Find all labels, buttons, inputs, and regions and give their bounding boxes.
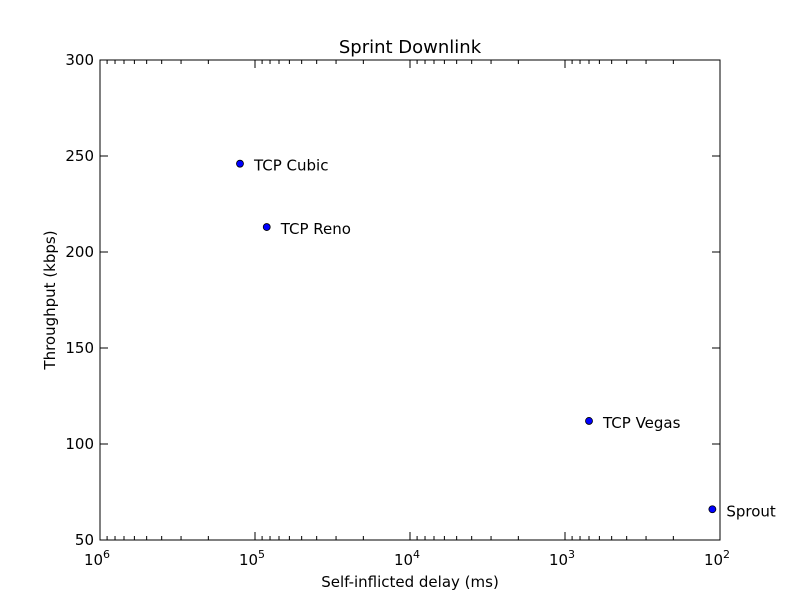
x-tick-label: 104	[394, 548, 420, 569]
y-tick-labels: 50 100 150 200 250 300	[65, 51, 94, 549]
y-tick-label: 250	[65, 147, 94, 165]
y-tick-label: 100	[65, 435, 94, 453]
x-tick-label: 105	[239, 548, 265, 569]
point-label: Sprout	[726, 502, 776, 520]
x-tick-label: 103	[549, 548, 575, 569]
y-tick-label: 150	[65, 339, 94, 357]
x-tick-labels: 106 105 104 103 102	[84, 548, 730, 569]
x-tick-label: 106	[84, 548, 110, 569]
scatter-point	[262, 223, 271, 231]
data-points: TCP Cubic TCP Reno TCP Vegas Sprout	[236, 157, 776, 520]
point-label: TCP Reno	[280, 220, 351, 238]
plot-frame	[99, 59, 721, 541]
y-tick-label: 200	[65, 243, 94, 261]
tick-marks	[99, 59, 721, 541]
y-axis-label: Throughput (kbps)	[41, 230, 59, 370]
y-tick-label: 300	[65, 51, 94, 69]
y-tick-label: 50	[75, 531, 94, 549]
point-label: TCP Cubic	[253, 157, 329, 175]
x-tick-label: 102	[704, 548, 730, 569]
point-label: TCP Vegas	[602, 414, 681, 432]
scatter-point	[585, 417, 593, 425]
scatter-point	[236, 159, 244, 168]
x-axis-label: Self-inflicted delay (ms)	[321, 573, 499, 591]
chart-title: Sprint Downlink	[339, 37, 482, 58]
scatter-point	[708, 505, 717, 514]
